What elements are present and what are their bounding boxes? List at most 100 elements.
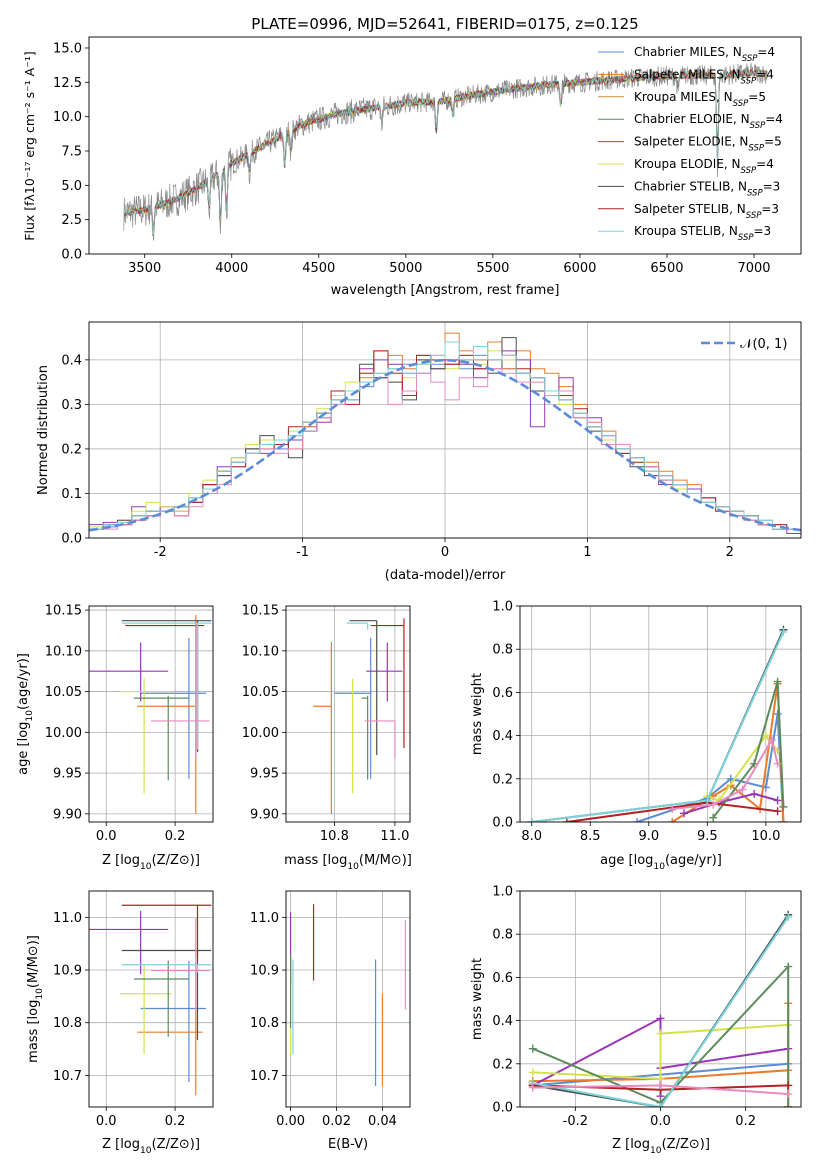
weight-point-marker [656,1014,665,1023]
y-tick-label: 10.15 [242,604,279,619]
legend-label-tail: =5 [748,90,766,104]
y-axis-label-tail: (age/yr)] [16,653,31,710]
x-axis-label-tail: (M/M⊙)] [359,853,412,868]
x-axis-label-sub: 10 [140,1146,152,1156]
y-tick-label: 1.0 [492,600,513,615]
y-tick-label: 0.2 [492,772,513,787]
chart-residuals: -2 -1 0 1 2 0.0 0.1 0.2 0.3 0.4 𝒩(0, 1) (data-model… [36,321,802,583]
weight-point-marker [656,1103,665,1107]
x-tick-label: -0.2 [563,1114,588,1129]
plot-area [286,891,410,1107]
y-tick-label: 10.05 [242,685,279,700]
plot-area [89,606,213,822]
weight-point-marker [738,785,747,794]
x-axis-label-sub: 10 [347,862,359,872]
axes-frame [88,890,214,1108]
y-tick-label: 10.05 [45,685,82,700]
x-tick-label: 4500 [302,261,335,276]
weight-series-line [683,792,778,815]
x-axis-label-tail: (Z/Z⊙)] [662,1137,710,1152]
plot-area [520,891,801,1107]
y-axis-label-tail: (M/M⊙)] [26,935,41,988]
weight-point-marker [784,1103,793,1107]
y-tick-label: 15.0 [53,41,82,56]
x-tick-label: 8.0 [521,829,542,844]
y-axis-label: mass weight [470,958,485,1040]
weight-point-marker [784,962,793,971]
y-tick-label: 9.95 [53,767,82,782]
y-tick-label: 10.10 [45,644,82,659]
weight-point-marker [528,1068,537,1077]
x-axis-label: E(B-V) [328,1137,368,1152]
legend-label-sub: SSP [741,166,757,176]
y-tick-label: 0.6 [492,686,513,701]
chart-mass_vs_ebv: 0.00 0.02 0.04 10.7 10.8 10.9 11.0 E(B-V) [250,890,411,1152]
y-tick-label: 0.3 [61,398,82,413]
x-axis-label: mass [log10(M/M⊙)] [284,853,412,872]
weight-point-marker [709,813,718,822]
weight-point-marker [668,805,677,814]
legend-label-main: Salpeter ELODIE, N [634,135,748,149]
legend-label-tail: =3 [763,179,781,193]
y-tick-label: 0.0 [61,532,82,547]
legend-label-main: Chabrier ELODIE, N [634,112,750,126]
chart-title: PLATE=0996, MJD=52641, FIBERID=0175, z=0… [251,15,638,33]
y-axis-label-main: mass [log [26,1000,41,1063]
histogram-step-line [89,341,801,530]
y-tick-label: 0.4 [492,729,513,744]
y-axis-label: age [log10(age/yr)] [16,653,35,775]
legend-label: Kroupa MILES, NSSP=5 [634,90,766,109]
weight-point-marker [779,627,788,636]
chart-spectrum: 3500 4000 4500 5000 5500 6000 6500 7000 0.0 2.5 5.… [22,15,802,298]
x-axis-label-tail: (Z/Z⊙)] [152,853,200,868]
plot-area [89,891,213,1107]
y-tick-label: 0.0 [492,1101,513,1116]
x-tick-label: 5000 [389,261,422,276]
x-tick-label: 3500 [128,261,161,276]
weight-point-marker [528,1044,537,1053]
y-tick-label: 11.0 [53,911,82,926]
y-tick-label: 0.4 [492,1014,513,1029]
legend-label-main: Kroupa MILES, N [634,90,733,104]
x-axis-label: (data-model)/error [385,568,506,583]
y-tick-label: 2.5 [61,213,82,228]
legend-label-sub: SSP [741,76,757,86]
weight-point-marker [784,912,793,921]
legend-label-tail: =4 [765,112,783,126]
chart-age_vs_Z: 0.0 0.2 9.90 9.95 10.00 10.05 10.10 10.15 Z [log… [16,604,214,872]
weight-point-marker [767,735,776,744]
axes-frame [88,605,214,823]
x-tick-label: 0.0 [96,1114,117,1129]
plot-area [89,322,801,538]
y-tick-label: 10.8 [53,1016,82,1031]
x-tick-label: 9.0 [638,829,659,844]
legend-label-main: Kroupa ELODIE, N [634,157,741,171]
y-tick-label: 10.00 [242,726,279,741]
x-axis-label: Z [log10(Z/Z⊙)] [102,1137,200,1156]
x-tick-label: 10.8 [320,829,349,844]
weight-point-marker [779,802,788,811]
legend-label-main: Chabrier MILES, N [634,45,742,59]
axes-frame [519,605,802,823]
legend-label: Salpeter STELIB, NSSP=3 [634,202,779,221]
x-axis-label: wavelength [Angstrom, rest frame] [331,283,560,298]
weight-point-marker [656,1029,665,1038]
legend-label: Kroupa STELIB, NSSP=3 [634,224,771,243]
normal-reference-curve [89,358,801,532]
x-tick-label: 7000 [737,261,770,276]
x-tick-label: 9.5 [697,829,718,844]
chart-weight_vs_Z: -0.2 0.0 0.2 0.0 0.2 0.4 0.6 0.8 1.0 Z [log10(Z/Z… [470,885,802,1156]
y-tick-label: 10.7 [53,1069,82,1084]
x-axis-label-sub: 10 [140,862,152,872]
y-axis-label-sub: 10 [25,710,35,722]
weight-point-marker [528,1083,537,1092]
x-axis-label: age [log10(age/yr)] [600,853,722,872]
y-tick-label: 9.95 [250,767,279,782]
x-axis-label-sub: 10 [653,862,665,872]
weight-point-marker [633,818,642,822]
weight-point-marker [656,1081,665,1090]
x-axis-label-tail: (age/yr)] [665,853,722,868]
y-axis-label-main: age [log [16,722,31,775]
weight-series-line [532,964,790,1107]
legend-label-sub: SSP [746,211,762,221]
